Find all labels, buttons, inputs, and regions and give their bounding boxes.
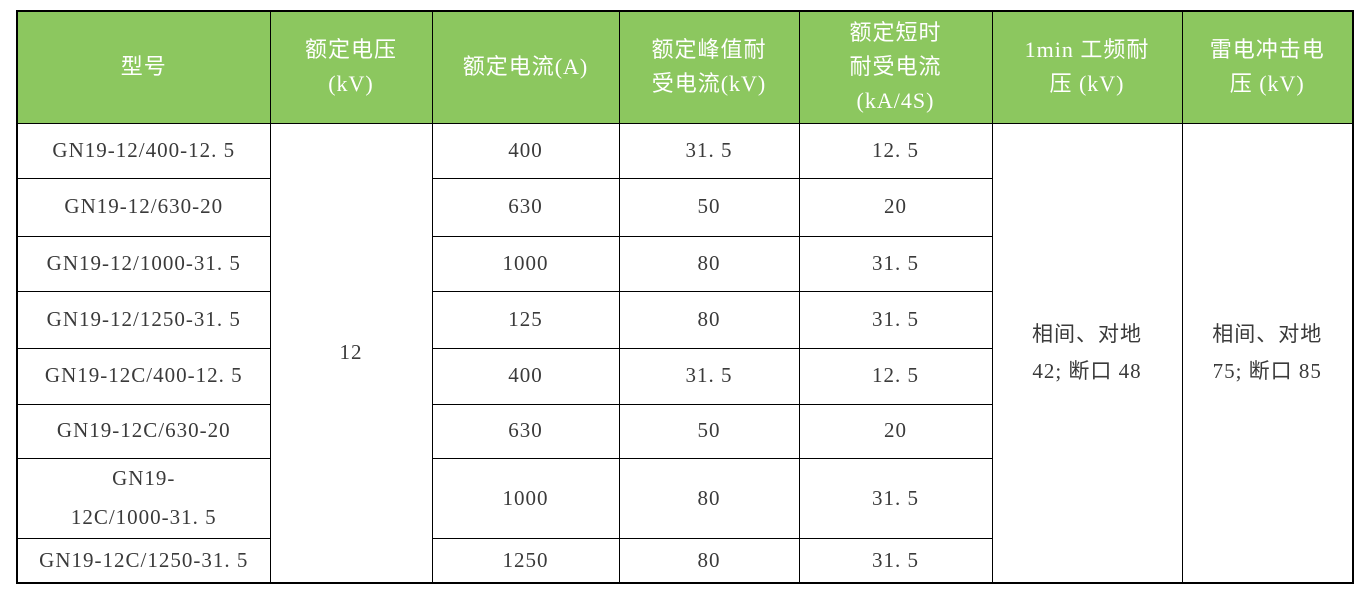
model-cell: GN19-12/1250-31. 5: [16, 290, 271, 349]
short-time-cell: 20: [798, 403, 993, 459]
current-cell: 630: [431, 177, 620, 237]
peak-cell: 80: [618, 235, 800, 292]
peak-cell: 31. 5: [618, 347, 800, 405]
table-row: GN19-12C/400-12. 5 400 31. 5 12. 5: [16, 347, 1353, 405]
short-time-cell: 12. 5: [798, 347, 993, 405]
current-cell: 630: [431, 403, 620, 459]
current-cell: 1000: [431, 235, 620, 292]
header-short-time-withstand-current: 额定短时 耐受电流 (kA/4S): [798, 10, 993, 124]
current-cell: 400: [431, 347, 620, 405]
short-time-cell: 31. 5: [798, 538, 993, 584]
power-frequency-merged-cell: 相间、对地 42; 断口 48: [991, 122, 1183, 584]
header-power-frequency-withstand: 1min 工频耐 压 (kV): [991, 10, 1183, 124]
short-time-cell: 12. 5: [798, 122, 993, 179]
spec-table-container: 型号 额定电压 (kV) 额定电流(A) 额定峰值耐 受电流(kV) 额定短时 …: [16, 10, 1354, 584]
table-row: GN19-12/1250-31. 5 125 80 31. 5: [16, 290, 1353, 349]
table-header: 型号 额定电压 (kV) 额定电流(A) 额定峰值耐 受电流(kV) 额定短时 …: [16, 10, 1354, 124]
table-row: GN19- 12C/1000-31. 5 1000 80 31. 5: [16, 457, 1353, 540]
header-peak-withstand-current: 额定峰值耐 受电流(kV): [618, 10, 800, 124]
table-row: GN19-12C/1250-31. 5 1250 80 31. 5: [16, 538, 1353, 584]
model-cell: GN19-12C/400-12. 5: [16, 347, 271, 405]
current-cell: 1000: [431, 457, 620, 540]
model-cell: GN19-12/1000-31. 5: [16, 235, 271, 292]
peak-cell: 80: [618, 538, 800, 584]
table-row: GN19-12/1000-31. 5 1000 80 31. 5: [16, 235, 1353, 292]
peak-cell: 80: [618, 457, 800, 540]
rated-voltage-merged-cell: 12: [269, 122, 433, 584]
model-cell: GN19-12C/630-20: [16, 403, 271, 459]
spec-table: 型号 额定电压 (kV) 额定电流(A) 额定峰值耐 受电流(kV) 额定短时 …: [16, 10, 1354, 584]
model-cell: GN19-12/400-12. 5: [16, 122, 271, 179]
current-cell: 400: [431, 122, 620, 179]
current-cell: 125: [431, 290, 620, 349]
short-time-cell: 20: [798, 177, 993, 237]
header-row: 型号 额定电压 (kV) 额定电流(A) 额定峰值耐 受电流(kV) 额定短时 …: [16, 10, 1354, 124]
model-cell: GN19-12C/1250-31. 5: [16, 538, 271, 584]
table-row: GN19-12/630-20 630 50 20: [16, 177, 1353, 237]
peak-cell: 50: [618, 177, 800, 237]
model-cell: GN19- 12C/1000-31. 5: [16, 457, 271, 540]
table-body: GN19-12/400-12. 5 12 400 31. 5 12. 5 相间、…: [16, 122, 1354, 584]
peak-cell: 31. 5: [618, 122, 800, 179]
short-time-cell: 31. 5: [798, 235, 993, 292]
lightning-impulse-merged-cell: 相间、对地 75; 断口 85: [1181, 122, 1354, 584]
short-time-cell: 31. 5: [798, 290, 993, 349]
current-cell: 1250: [431, 538, 620, 584]
peak-cell: 80: [618, 290, 800, 349]
table-row: GN19-12/400-12. 5 12 400 31. 5 12. 5 相间、…: [16, 122, 1354, 584]
short-time-cell: 31. 5: [798, 457, 993, 540]
model-cell: GN19-12/630-20: [16, 177, 271, 237]
header-lightning-impulse-voltage: 雷电冲击电 压 (kV): [1181, 10, 1354, 124]
header-model: 型号: [16, 10, 271, 124]
header-rated-current: 额定电流(A): [431, 10, 620, 124]
header-rated-voltage: 额定电压 (kV): [269, 10, 433, 124]
table-row: GN19-12C/630-20 630 50 20: [16, 403, 1353, 459]
peak-cell: 50: [618, 403, 800, 459]
